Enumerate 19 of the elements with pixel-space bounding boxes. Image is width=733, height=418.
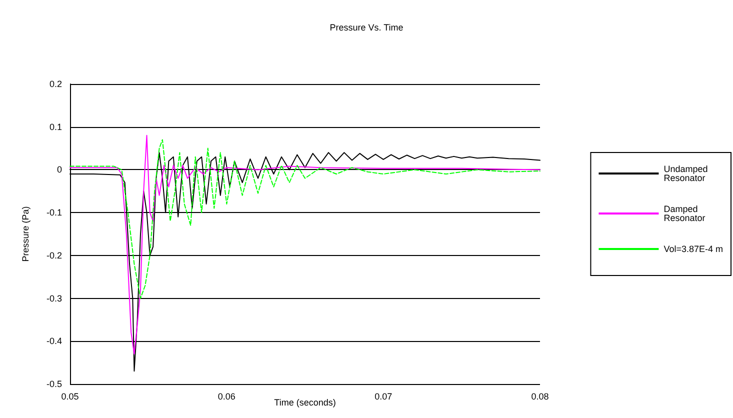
text: Damped Resonator bbox=[664, 204, 706, 223]
y-tick-label: -0.2 bbox=[46, 250, 62, 260]
chart-title: Pressure Vs. Time bbox=[330, 22, 404, 32]
text: Vol=3.87E-4 m bbox=[664, 244, 724, 254]
x-axis-title: Time (seconds) bbox=[274, 398, 336, 408]
x-tick-label: 0.06 bbox=[218, 392, 236, 402]
y-tick-label: -0.4 bbox=[46, 336, 62, 346]
y-tick-label: -0.3 bbox=[46, 293, 62, 304]
x-tick-label: 0.05 bbox=[61, 392, 79, 402]
x-tick-label: 0.08 bbox=[531, 392, 549, 402]
y-tick-label: -0.1 bbox=[46, 208, 62, 218]
text: Undamped Resonator bbox=[664, 164, 710, 183]
y-tick-label: 0.2 bbox=[49, 79, 62, 89]
x-tick-label: 0.07 bbox=[374, 392, 392, 402]
line-series bbox=[70, 139, 540, 299]
y-tick-label: 0.1 bbox=[49, 122, 62, 132]
y-axis-title: Pressure (Pa) bbox=[20, 206, 30, 262]
y-tick-label: -0.5 bbox=[46, 379, 62, 389]
y-tick-label: 0 bbox=[56, 164, 62, 175]
